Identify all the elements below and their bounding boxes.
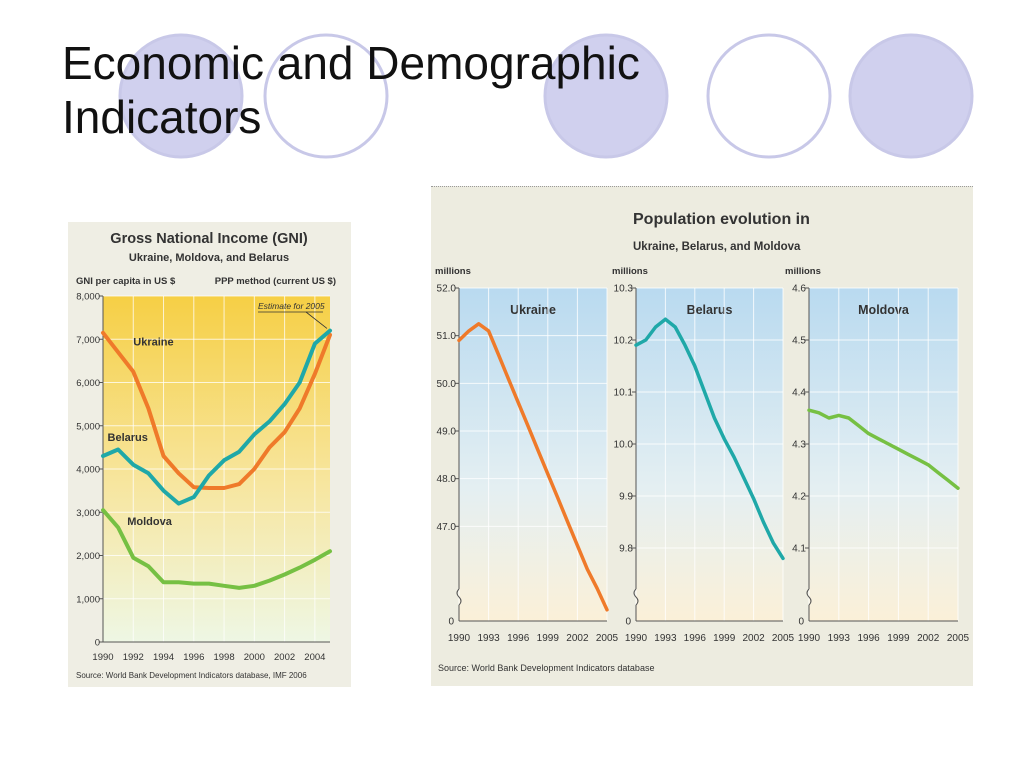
gni-method-note: PPP method (current US $)	[215, 276, 336, 287]
gni-x-tick-label-1996: 1996	[183, 652, 204, 663]
gni-x-tick-label-1998: 1998	[213, 652, 234, 663]
pop-y-tick-label-belarus-5: 10.3	[614, 284, 634, 295]
pop-panel-title-ukraine: Ukraine	[510, 303, 556, 317]
pop-plot-area-moldova	[809, 288, 958, 621]
pop-x-tick-label-moldova-1996: 1996	[857, 633, 880, 644]
gni-y-axis-label: GNI per capita in US $	[76, 276, 176, 287]
gni-y-tick-label-7000: 7,000	[76, 335, 100, 346]
pop-x-tick-label-ukraine-1990: 1990	[448, 633, 471, 644]
gni-y-tick-label-3000: 3,000	[76, 508, 100, 519]
gni-series-label-moldova: Moldova	[127, 516, 172, 528]
pop-zero-label-belarus: 0	[625, 617, 631, 628]
pop-y-tick-label-ukraine-4: 51.0	[437, 331, 457, 342]
pop-axis-break-belarus	[633, 588, 639, 606]
pop-series-line-ukraine	[457, 322, 609, 612]
pop-y-tick-label-belarus-3: 10.1	[614, 388, 634, 399]
pop-x-tick-label-belarus-1996: 1996	[684, 633, 707, 644]
gni-y-tick-label-1000: 1,000	[76, 594, 100, 605]
gni-x-tick-label-2000: 2000	[244, 652, 265, 663]
pop-y-tick-label-ukraine-5: 52.0	[437, 284, 457, 295]
pop-y-tick-label-ukraine-1: 48.0	[437, 474, 457, 485]
pop-x-tick-label-belarus-2005: 2005	[772, 633, 795, 644]
pop-y-tick-label-belarus-1: 9.9	[619, 492, 633, 503]
pop-zero-label-ukraine: 0	[448, 617, 454, 628]
pop-x-tick-label-moldova-1999: 1999	[887, 633, 910, 644]
pop-panel-title-moldova: Moldova	[858, 303, 910, 317]
gni-source: Source: World Bank Development Indicator…	[76, 671, 307, 680]
pop-x-tick-label-belarus-1990: 1990	[625, 633, 648, 644]
decorative-circle-1	[118, 33, 244, 159]
gni-chart-panel: Gross National Income (GNI) Ukraine, Mold…	[68, 222, 351, 687]
pop-chart-title: Population evolution in	[633, 211, 810, 228]
pop-x-tick-label-ukraine-1993: 1993	[477, 633, 500, 644]
gni-series-label-belarus: Belarus	[108, 432, 148, 444]
gni-x-tick-label-1992: 1992	[123, 652, 144, 663]
pop-series-line-moldova	[807, 408, 960, 490]
pop-y-tick-label-moldova-3: 4.4	[792, 388, 806, 399]
gni-x-tick-label-2002: 2002	[274, 652, 295, 663]
pop-y-tick-label-moldova-5: 4.6	[792, 284, 806, 295]
decorative-circle-2	[263, 33, 389, 159]
gni-series-line-belarus	[101, 328, 332, 506]
pop-y-tick-label-moldova-2: 4.3	[792, 440, 806, 451]
pop-x-tick-label-moldova-1990: 1990	[798, 633, 821, 644]
gni-y-tick-label-5000: 5,000	[76, 421, 100, 432]
gni-y-tick-label-2000: 2,000	[76, 551, 100, 562]
pop-x-tick-label-belarus-1999: 1999	[713, 633, 736, 644]
pop-plot-area-ukraine	[459, 288, 607, 621]
gni-y-tick-label-6000: 6,000	[76, 378, 100, 389]
pop-y-axis-label-moldova: millions	[785, 266, 821, 277]
pop-y-axis-label-ukraine: millions	[435, 266, 471, 277]
pop-y-tick-label-ukraine-3: 50.0	[437, 379, 457, 390]
pop-y-tick-label-belarus-0: 9.8	[619, 544, 633, 555]
gni-series-line-ukraine	[101, 330, 332, 490]
gni-annotation-pointer	[305, 311, 328, 329]
gni-chart-title: Gross National Income (GNI)	[110, 231, 308, 247]
pop-source: Source: World Bank Development Indicator…	[438, 663, 654, 673]
pop-zero-label-moldova: 0	[798, 617, 804, 628]
pop-x-tick-label-moldova-1993: 1993	[828, 633, 851, 644]
population-chart: Population evolution in Ukraine, Belarus,…	[435, 211, 970, 673]
gni-chart-subtitle: Ukraine, Moldova, and Belarus	[129, 252, 289, 264]
decorative-circle-3	[543, 33, 669, 159]
gni-chart: Gross National Income (GNI) Ukraine, Mold…	[76, 231, 336, 680]
gni-x-tick-label-2004: 2004	[304, 652, 325, 663]
gni-x-tick-label-1994: 1994	[153, 652, 174, 663]
pop-y-axis-label-belarus: millions	[612, 266, 648, 277]
pop-y-tick-label-ukraine-0: 47.0	[437, 522, 457, 533]
pop-panel-title-belarus: Belarus	[687, 303, 733, 317]
gni-series-line-moldova	[101, 508, 332, 590]
pop-y-tick-label-belarus-4: 10.2	[614, 336, 634, 347]
pop-x-tick-label-ukraine-2002: 2002	[566, 633, 589, 644]
pop-x-tick-label-ukraine-2005: 2005	[596, 633, 619, 644]
pop-chart-subtitle: Ukraine, Belarus, and Moldova	[633, 241, 801, 253]
pop-x-tick-label-belarus-1993: 1993	[654, 633, 677, 644]
pop-y-tick-label-moldova-1: 4.2	[792, 492, 806, 503]
pop-x-tick-label-ukraine-1999: 1999	[537, 633, 560, 644]
population-chart-panel: Population evolution in Ukraine, Belarus,…	[431, 186, 973, 686]
pop-y-tick-label-moldova-4: 4.5	[792, 336, 806, 347]
gni-y-tick-label-0: 0	[95, 638, 100, 649]
pop-x-tick-label-belarus-2002: 2002	[742, 633, 765, 644]
gni-x-tick-label-1990: 1990	[92, 652, 113, 663]
gni-y-tick-label-4000: 4,000	[76, 465, 100, 476]
pop-y-tick-label-ukraine-2: 49.0	[437, 427, 457, 438]
pop-axis-break-moldova	[806, 588, 812, 606]
pop-x-tick-label-ukraine-1996: 1996	[507, 633, 530, 644]
gni-annotation-text: Estimate for 2005	[258, 301, 325, 311]
pop-y-tick-label-belarus-2: 10.0	[614, 440, 634, 451]
pop-x-tick-label-moldova-2005: 2005	[947, 633, 970, 644]
pop-x-tick-label-moldova-2002: 2002	[917, 633, 940, 644]
pop-series-line-belarus	[634, 317, 785, 561]
decorative-circle-5	[848, 33, 974, 159]
pop-plot-area-belarus	[636, 288, 783, 621]
gni-series-label-ukraine: Ukraine	[133, 337, 173, 349]
gni-y-tick-label-8000: 8,000	[76, 292, 100, 303]
pop-axis-break-ukraine	[456, 588, 462, 606]
pop-y-tick-label-moldova-0: 4.1	[792, 544, 806, 555]
slide-title: Economic and Demographic Indicators	[62, 37, 640, 143]
decorative-circle-4	[706, 33, 832, 159]
